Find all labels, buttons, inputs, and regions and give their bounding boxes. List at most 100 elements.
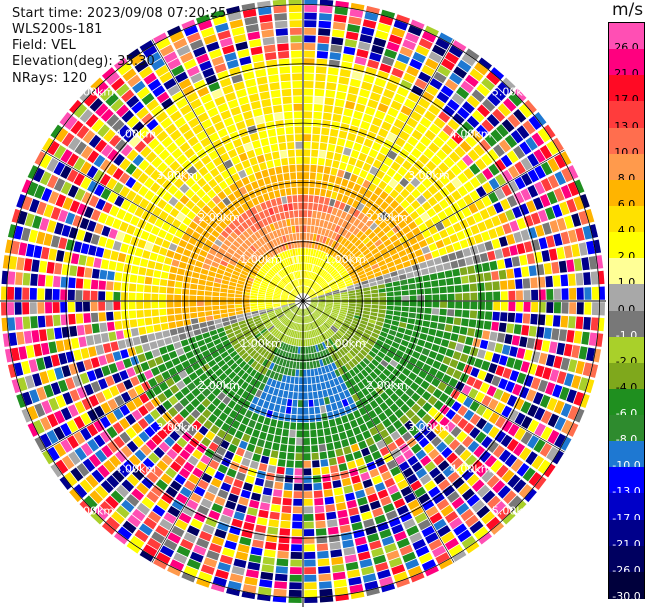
velocity-gate bbox=[164, 360, 174, 370]
velocity-gate bbox=[61, 455, 75, 470]
velocity-gate bbox=[283, 367, 289, 375]
velocity-gate bbox=[287, 242, 292, 250]
velocity-gate bbox=[355, 433, 365, 443]
velocity-gate bbox=[61, 365, 71, 378]
velocity-gate bbox=[330, 370, 337, 379]
velocity-gate bbox=[484, 134, 497, 147]
velocity-gate bbox=[303, 377, 307, 385]
velocity-gate bbox=[314, 310, 321, 316]
velocity-gate bbox=[282, 326, 288, 334]
velocity-gate bbox=[280, 228, 285, 236]
velocity-gate bbox=[280, 334, 286, 342]
velocity-gate bbox=[456, 159, 468, 171]
velocity-gate bbox=[46, 429, 59, 445]
velocity-gate bbox=[128, 301, 136, 310]
velocity-gate bbox=[422, 229, 431, 239]
velocity-gate bbox=[1, 286, 7, 300]
velocity-gate bbox=[402, 367, 411, 377]
velocity-gate bbox=[456, 463, 469, 476]
velocity-gate bbox=[442, 356, 452, 366]
velocity-gate bbox=[568, 165, 579, 180]
velocity-gate bbox=[310, 225, 315, 233]
velocity-gate bbox=[241, 63, 253, 73]
velocity-gate bbox=[312, 249, 317, 257]
velocity-gate bbox=[27, 181, 39, 197]
velocity-gate bbox=[432, 360, 442, 370]
velocity-gate bbox=[507, 423, 520, 437]
velocity-gate bbox=[296, 354, 300, 362]
velocity-gate bbox=[251, 412, 259, 421]
velocity-gate bbox=[278, 262, 284, 269]
velocity-gate bbox=[523, 302, 531, 312]
velocity-gate bbox=[297, 187, 303, 195]
velocity-gate bbox=[366, 209, 375, 218]
velocity-gate bbox=[272, 338, 278, 346]
velocity-gate bbox=[186, 165, 197, 176]
velocity-gate bbox=[513, 442, 526, 457]
velocity-gate bbox=[571, 243, 581, 257]
velocity-gate bbox=[518, 103, 533, 118]
velocity-gate bbox=[530, 212, 541, 225]
velocity-gate bbox=[368, 183, 377, 192]
velocity-gate bbox=[161, 136, 173, 148]
velocity-gate bbox=[292, 81, 303, 88]
velocity-gate bbox=[250, 255, 258, 263]
velocity-gate bbox=[351, 358, 359, 366]
velocity-gate bbox=[329, 214, 336, 223]
velocity-gate bbox=[224, 540, 237, 550]
velocity-gate bbox=[231, 209, 240, 218]
velocity-gate bbox=[418, 38, 433, 50]
velocity-gate bbox=[284, 309, 291, 315]
velocity-gate bbox=[281, 196, 288, 204]
velocity-gate bbox=[247, 125, 257, 135]
velocity-gate bbox=[340, 382, 348, 391]
velocity-gate bbox=[174, 135, 186, 147]
velocity-gate bbox=[238, 440, 248, 450]
velocity-gate bbox=[312, 360, 317, 369]
velocity-gate bbox=[415, 45, 430, 57]
velocity-gate bbox=[219, 514, 232, 525]
velocity-gate bbox=[356, 294, 364, 298]
velocity-gate bbox=[215, 273, 223, 279]
velocity-gate bbox=[356, 176, 365, 186]
velocity-gate bbox=[345, 453, 354, 462]
velocity-gate bbox=[180, 255, 189, 263]
velocity-gate bbox=[311, 338, 315, 346]
velocity-gate bbox=[277, 312, 284, 318]
velocity-gate bbox=[46, 328, 55, 341]
velocity-gate bbox=[343, 446, 352, 455]
velocity-gate bbox=[310, 346, 314, 354]
velocity-gate bbox=[303, 468, 312, 476]
velocity-gate bbox=[382, 342, 391, 350]
velocity-gate bbox=[378, 464, 389, 474]
azimuth-spoke bbox=[302, 300, 455, 563]
velocity-gate bbox=[395, 349, 404, 358]
velocity-gate bbox=[411, 148, 422, 159]
velocity-gate bbox=[29, 198, 40, 213]
velocity-gate bbox=[227, 400, 237, 409]
velocity-gate bbox=[366, 270, 374, 277]
velocity-gate bbox=[67, 184, 79, 198]
velocity-gate bbox=[94, 139, 108, 153]
velocity-gate bbox=[447, 301, 455, 309]
velocity-gate bbox=[292, 514, 303, 521]
velocity-gate bbox=[421, 268, 429, 276]
range-ring-label: 5.00km bbox=[492, 85, 534, 98]
velocity-gate bbox=[502, 511, 516, 525]
velocity-gate bbox=[376, 70, 389, 81]
velocity-gate bbox=[216, 327, 225, 334]
velocity-gate bbox=[378, 309, 386, 314]
velocity-gate bbox=[585, 379, 595, 394]
velocity-gate bbox=[389, 403, 399, 413]
velocity-gate bbox=[208, 132, 220, 143]
velocity-gate bbox=[401, 311, 409, 318]
velocity-gate bbox=[314, 285, 320, 291]
velocity-gate bbox=[107, 271, 115, 281]
velocity-gate bbox=[242, 304, 250, 308]
velocity-gate bbox=[382, 252, 391, 260]
velocity-gate bbox=[383, 435, 394, 446]
velocity-gate bbox=[106, 475, 120, 488]
velocity-gate bbox=[300, 248, 303, 256]
velocity-gate bbox=[400, 188, 410, 199]
velocity-gate bbox=[406, 473, 418, 485]
